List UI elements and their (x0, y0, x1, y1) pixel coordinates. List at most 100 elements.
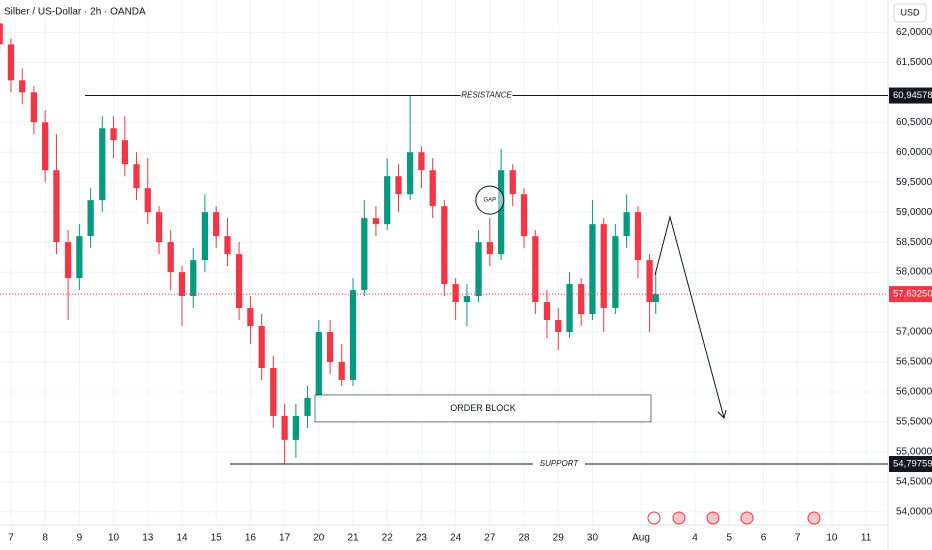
y-tick-label: 59,50000 (896, 177, 932, 188)
candle-body (258, 326, 265, 368)
zone-label: ORDER BLOCK (450, 403, 516, 413)
x-tick-label: 30 (587, 533, 599, 544)
candle-body (53, 170, 60, 243)
x-tick-label: 24 (450, 533, 462, 544)
x-tick-label: 21 (347, 533, 359, 544)
y-tick-label: 58,50000 (896, 237, 932, 248)
y-tick-label: 58,00000 (896, 267, 932, 278)
candle-body (178, 272, 186, 297)
candle-body (315, 332, 322, 398)
y-tick-label: 62,00000 (896, 27, 932, 38)
x-tick-label: 10 (108, 533, 120, 544)
event-icon[interactable] (647, 511, 661, 525)
candle-body (304, 397, 311, 416)
candle-body (42, 122, 49, 171)
candle-body (64, 242, 72, 279)
y-tick-label: 56,00000 (896, 387, 932, 398)
candle-body (133, 164, 140, 189)
candle-body (349, 290, 357, 380)
last-price-label: 57,63250 (893, 289, 932, 300)
x-tick-label: 15 (211, 533, 223, 544)
candle-body (110, 128, 117, 141)
event-icon[interactable] (706, 511, 720, 525)
y-tick-label: 55,00000 (896, 447, 932, 458)
event-icon[interactable] (740, 511, 754, 525)
projection-arrow (654, 215, 725, 419)
candle-body (270, 367, 277, 416)
x-tick-label: 27 (484, 533, 496, 544)
candle-body (497, 170, 505, 255)
candle-body (372, 218, 380, 225)
candle-body (76, 236, 83, 279)
candle-body (612, 236, 619, 309)
candle-body (578, 284, 585, 315)
y-tick-label: 57,00000 (896, 327, 932, 338)
candle-body (486, 242, 493, 255)
event-icon[interactable] (672, 511, 686, 525)
candle-body (326, 332, 334, 362)
event-icons (647, 511, 821, 525)
candle-body (634, 212, 642, 261)
last-price-bg (889, 286, 932, 303)
x-tick-label: Aug (632, 533, 650, 544)
x-tick-label: 22 (382, 533, 394, 544)
candle-body (144, 188, 151, 213)
x-tick-label: 6 (761, 533, 767, 544)
y-tick-label: 60,00000 (896, 147, 932, 158)
y-tick-label: 55,50000 (896, 417, 932, 428)
x-tick-label: 28 (518, 533, 530, 544)
candle-body (338, 361, 345, 380)
candle-body (292, 415, 300, 440)
y-tick-label: 61,50000 (896, 57, 932, 68)
candle-body (201, 212, 209, 261)
candle-body (281, 415, 288, 440)
y-tick-label: 56,50000 (896, 357, 932, 368)
level-label: SUPPORT (540, 459, 580, 468)
price-label: 54,79759 (893, 459, 932, 470)
candle-body (99, 128, 106, 201)
x-tick-label: 23 (416, 533, 428, 544)
price-label: 60,94578 (893, 90, 932, 101)
candle-body (543, 302, 551, 321)
currency-label: USD (900, 7, 920, 17)
y-tick-label: 60,50000 (896, 117, 932, 128)
candle-body (407, 152, 414, 195)
x-tick-label: 5 (727, 533, 733, 544)
candle-body (429, 170, 436, 207)
gap-circle (475, 185, 505, 215)
annotation-label: GAP (484, 198, 497, 204)
y-tick-label: 54,50000 (896, 476, 932, 487)
candle-body (224, 236, 231, 255)
candle-body (235, 254, 243, 309)
candle-body (463, 296, 471, 303)
candle-body (384, 176, 391, 225)
candle-body (30, 92, 37, 123)
x-tick-label: 11 (861, 533, 872, 544)
candle-body (121, 140, 128, 165)
candle-body (87, 200, 94, 237)
level-label-bg (460, 89, 513, 102)
currency-box[interactable] (893, 3, 927, 23)
chart-title: Silber / US-Dollar · 2h · OANDA (4, 7, 146, 18)
candle-body (213, 212, 220, 237)
candle-body (589, 224, 596, 315)
price-label-bg (889, 87, 932, 104)
x-tick-label: 16 (245, 533, 257, 544)
candle-body (0, 23, 3, 45)
candle-body (623, 212, 630, 237)
candle-body (452, 284, 459, 303)
candle-body (646, 260, 653, 303)
plot-area: ORDER BLOCK RESISTANCE SUPPORT GAP (0, 17, 888, 471)
candle-body (532, 236, 539, 303)
y-tick-label: 54,00000 (896, 506, 932, 517)
event-icon[interactable] (807, 511, 821, 525)
candle-body (19, 80, 26, 93)
candle-body (247, 308, 254, 327)
x-tick-label: 7 (795, 533, 801, 544)
candle-body (520, 194, 528, 237)
x-tick-label: 7 (8, 533, 14, 544)
price-label-bg (889, 456, 932, 473)
x-tick-label: 4 (692, 533, 698, 544)
